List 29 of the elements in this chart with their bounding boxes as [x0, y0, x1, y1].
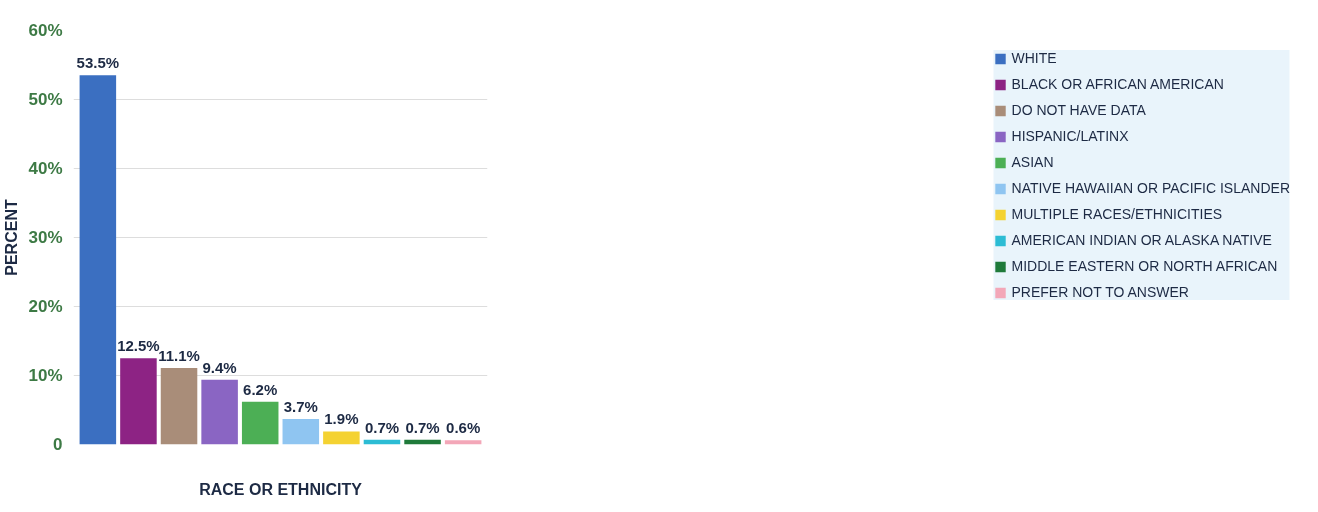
data-label: 0.6% [446, 419, 481, 437]
data-label: 6.2% [243, 380, 278, 398]
y-tick-label: 30% [28, 228, 63, 247]
y-tick-label: 50% [28, 90, 63, 109]
y-axis-title: PERCENT [3, 199, 21, 276]
y-tick-label: 60% [28, 21, 63, 40]
legend-label: PREFER NOT TO ANSWER [1011, 284, 1189, 300]
legend-label: HISPANIC/LATINX [1011, 128, 1129, 144]
y-tick-label: 10% [28, 366, 63, 385]
data-label: 9.4% [202, 358, 237, 376]
data-label: 53.5% [76, 54, 120, 72]
legend-label: BLACK OR AFRICAN AMERICAN [1011, 76, 1224, 92]
legend-label: AMERICAN INDIAN OR ALASKA NATIVE [1011, 232, 1272, 248]
legend-label: DO NOT HAVE DATA [1011, 102, 1146, 118]
y-tick-label: 0 [53, 435, 63, 454]
data-label: 12.5% [117, 337, 160, 355]
x-axis-title: RACE OR ETHNICITY [199, 480, 363, 498]
legend-label: MULTIPLE RACES/ETHNICITIES [1011, 206, 1223, 222]
data-label: 0.7% [364, 418, 400, 436]
data-label: 0.7% [405, 418, 440, 436]
legend-label: WHITE [1011, 50, 1057, 66]
y-tick-label: 20% [28, 297, 63, 316]
data-label: 1.9% [324, 410, 359, 428]
legend-label: NATIVE HAWAIIAN OR PACIFIC ISLANDER [1011, 180, 1290, 196]
legend-label: MIDDLE EASTERN OR NORTH AFRICAN [1011, 258, 1278, 274]
y-tick-label: 40% [28, 159, 63, 178]
legend-label: ASIAN [1011, 154, 1054, 170]
data-label: 3.7% [283, 397, 318, 415]
data-label: 11.1% [158, 346, 200, 364]
